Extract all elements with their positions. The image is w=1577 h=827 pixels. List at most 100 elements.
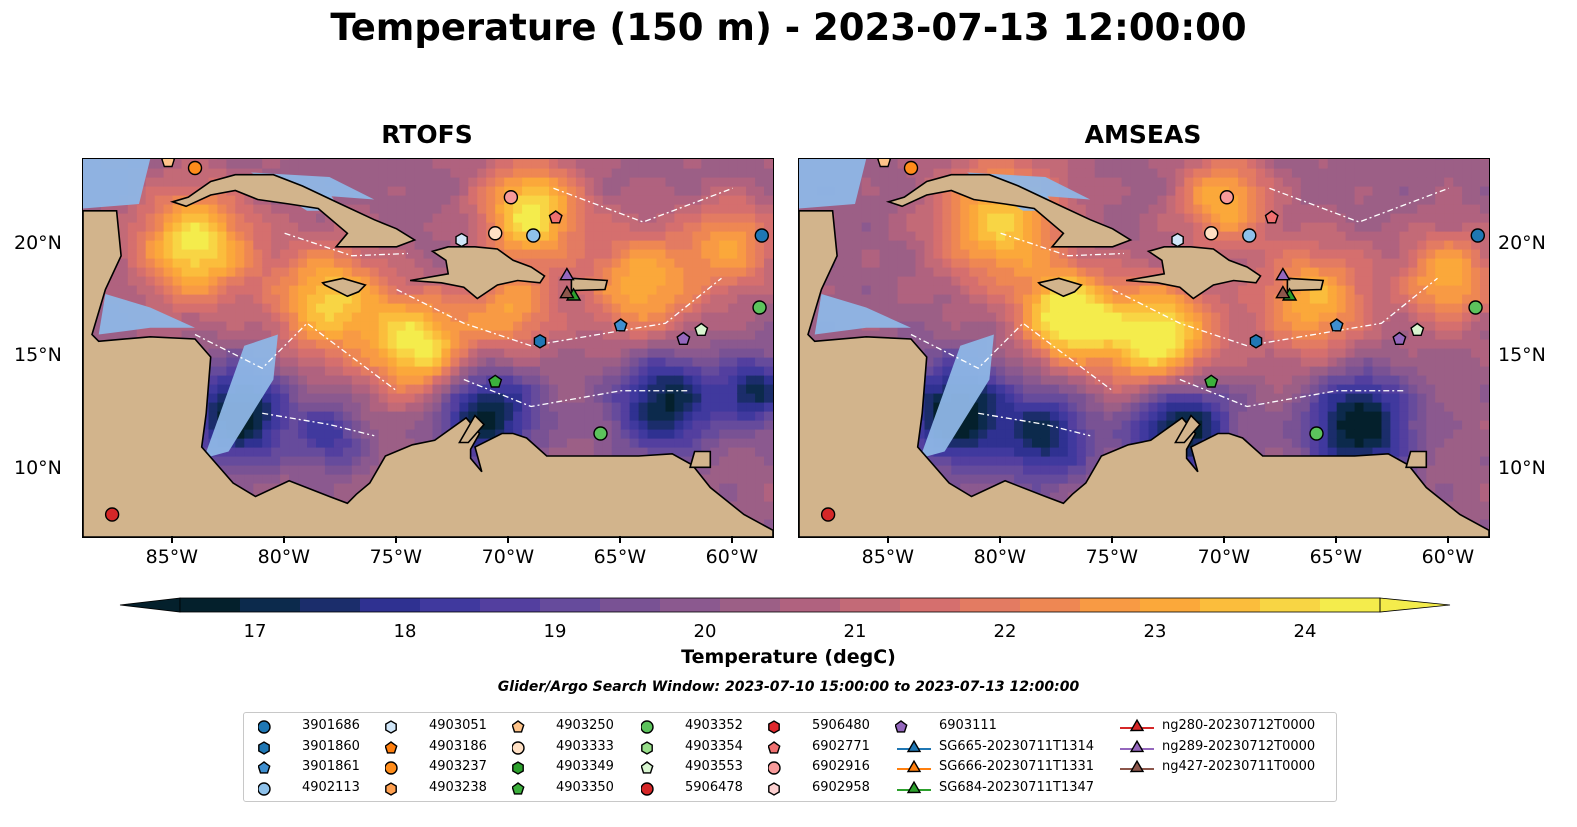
legend-label: SG665-20230711T1314 xyxy=(939,738,1095,754)
legend-marker-icon xyxy=(258,720,271,734)
colorbar-tick-label: 22 xyxy=(994,621,1017,642)
obs-4903051 xyxy=(1171,232,1184,248)
legend-label: 6902958 xyxy=(812,779,870,795)
legend-label: 3901686 xyxy=(302,718,360,733)
eez-boundaries xyxy=(910,187,1449,437)
lon-tick-label: 60°W xyxy=(705,546,759,568)
legend-label: 4903553 xyxy=(685,759,743,774)
colorbar-segment xyxy=(1320,598,1381,612)
legend-label: 4903238 xyxy=(429,779,487,795)
land-hispaniola xyxy=(409,246,546,300)
lon-tick xyxy=(394,536,397,543)
legend-label: 6903111 xyxy=(939,718,997,733)
panel-title-rtofs: RTOFS xyxy=(381,120,473,149)
land-yucatan xyxy=(83,210,773,537)
colorbar-extend-low xyxy=(119,597,181,613)
legend-marker xyxy=(385,761,398,775)
obs-4903553 xyxy=(694,322,709,336)
land-peninsula xyxy=(458,414,486,444)
legend-label: 4903333 xyxy=(556,738,614,754)
land-cuba xyxy=(169,173,417,248)
figure-title: Temperature (150 m) - 2023-07-13 12:00:0… xyxy=(330,6,1247,49)
legend-marker-icon xyxy=(512,781,525,795)
legend-marker xyxy=(512,740,525,755)
obs-4902113 xyxy=(1242,228,1257,243)
legend-marker-icon xyxy=(641,720,654,734)
colorbar-segment xyxy=(1020,598,1081,612)
map-panel-amseas[interactable] xyxy=(798,158,1490,538)
legend-marker-icon xyxy=(768,740,781,754)
land xyxy=(799,173,1489,537)
colorbar-segment xyxy=(1140,598,1201,612)
map-panel-rtofs[interactable] xyxy=(82,158,774,538)
colorbar-segment xyxy=(660,598,721,612)
map-canvas-rtofs xyxy=(83,159,773,537)
obs-6902916 xyxy=(1219,190,1235,205)
colorbar-segment xyxy=(1200,598,1261,612)
legend-label: 4903350 xyxy=(556,779,614,795)
lon-tick xyxy=(886,536,889,543)
colorbar-tick-label: 24 xyxy=(1294,621,1317,642)
observation-markers xyxy=(104,159,769,522)
legend-label: 5906478 xyxy=(685,779,743,795)
colorbar-segment xyxy=(840,598,901,612)
legend-marker-icon xyxy=(385,720,397,734)
legend-marker-icon xyxy=(897,759,931,773)
legend-marker xyxy=(258,740,270,755)
colorbar-segment xyxy=(1260,598,1321,612)
obs-4903352b xyxy=(1309,426,1324,441)
panel-title-amseas: AMSEAS xyxy=(1084,120,1202,149)
map-canvas-amseas xyxy=(799,159,1489,537)
legend-marker xyxy=(512,781,525,795)
colorbar-segment xyxy=(180,598,241,612)
obs-4903350 xyxy=(1204,374,1219,388)
obs-ng427-20230711T0000 xyxy=(1275,285,1291,299)
colorbar-segment xyxy=(1080,598,1141,612)
colorbar-label: Temperature (degC) xyxy=(681,646,896,668)
legend-marker xyxy=(385,781,397,796)
obs-6902916 xyxy=(503,190,519,205)
legend-marker xyxy=(385,720,397,734)
obs-4902113 xyxy=(526,228,541,243)
land-yucatan xyxy=(799,210,1489,537)
lat-tick-label-left: 10°N xyxy=(14,456,62,479)
legend-label: SG684-20230711T1347 xyxy=(939,779,1095,795)
legend-marker-icon xyxy=(512,740,525,755)
legend-label: 4903354 xyxy=(685,738,743,754)
legend-label: 5906480 xyxy=(812,718,870,733)
obs-3901686 xyxy=(1470,228,1485,243)
colorbar-tick-label: 21 xyxy=(844,621,867,642)
land-jamaica xyxy=(321,277,367,298)
obs-4903237 xyxy=(187,160,203,176)
legend-marker xyxy=(385,740,398,754)
obs-ng427-20230711T0000 xyxy=(559,285,575,299)
legend-marker-icon xyxy=(1120,739,1154,752)
colorbar-segment xyxy=(780,598,841,612)
lon-tick-label: 85°W xyxy=(861,546,915,568)
legend-label: ng280-20230712T0000 xyxy=(1162,718,1316,733)
obs-5906478 xyxy=(820,507,836,522)
lon-tick xyxy=(1222,536,1225,543)
legend-marker-icon xyxy=(258,761,271,774)
colorbar-tick-label: 18 xyxy=(394,621,417,642)
colorbar-segment xyxy=(960,598,1021,612)
legend-marker xyxy=(641,781,654,796)
lon-tick-label: 65°W xyxy=(1309,546,1363,568)
legend-label: 4903250 xyxy=(556,718,614,733)
legend-label: 4903237 xyxy=(429,759,487,774)
search-window-text: Glider/Argo Search Window: 2023-07-10 15… xyxy=(497,679,1080,695)
lat-tick-label-left: 20°N xyxy=(14,231,62,254)
lon-tick xyxy=(506,536,509,543)
land-peninsula xyxy=(1174,414,1202,444)
lon-tick-label: 60°W xyxy=(1421,546,1475,568)
lon-tick-label: 80°W xyxy=(973,546,1027,568)
lon-tick-label: 70°W xyxy=(481,546,535,568)
legend-marker xyxy=(895,720,908,733)
legend-marker xyxy=(768,740,781,754)
lon-tick-label: 70°W xyxy=(1197,546,1251,568)
colorbar-tick-label: 23 xyxy=(1144,621,1167,642)
legend-label: ng289-20230712T0000 xyxy=(1162,738,1316,754)
lon-tick xyxy=(282,536,285,543)
obs-ng289-20230712T0000 xyxy=(559,267,575,281)
colorbar-segment xyxy=(300,598,361,612)
